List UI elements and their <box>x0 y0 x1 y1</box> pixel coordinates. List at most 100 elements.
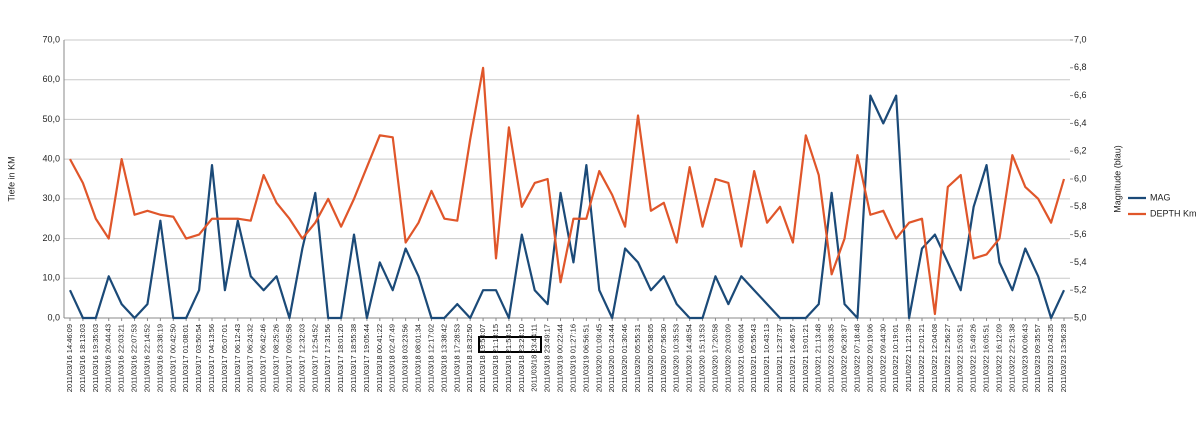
x-tick-label: 2011/03/20 14:48:54 <box>685 324 694 392</box>
x-tick-label: 2011/03/18 19:53:07 <box>478 324 487 392</box>
highlight-box <box>478 336 542 353</box>
x-tick-label: 2011/03/18 23:23:10 <box>517 324 526 392</box>
x-tick-label: 2011/03/16 22:14:52 <box>142 324 151 392</box>
x-tick-label: 2011/03/22 16:12:09 <box>994 324 1003 392</box>
x-tick-label: 2011/03/22 07:18:48 <box>852 324 861 392</box>
x-tick-label: 2011/03/17 18:55:38 <box>349 324 358 392</box>
y-tick-label: 60,0 <box>42 74 60 84</box>
y-tick-label: 40,0 <box>42 154 60 164</box>
x-tick-label: 2011/03/22 09:19:06 <box>865 324 874 392</box>
x-tick-label: 2011/03/16 23:38:19 <box>155 324 164 392</box>
y2-tick-label: 6,0 <box>1074 173 1087 183</box>
x-tick-label: 2011/03/20 05:58:05 <box>646 324 655 392</box>
x-tick-label: 2011/03/23 10:43:35 <box>1046 324 1055 392</box>
x-tick-label: 2011/03/17 12:54:52 <box>310 324 319 392</box>
x-tick-label: 2011/03/20 10:35:53 <box>672 324 681 392</box>
x-tick-label: 2011/03/22 15:03:51 <box>956 324 965 392</box>
x-tick-label: 2011/03/17 09:05:58 <box>284 324 293 392</box>
y-tick-label: 50,0 <box>42 114 60 124</box>
y-tick-label: 10,0 <box>42 273 60 283</box>
x-tick-label: 2011/03/18 02:47:49 <box>388 324 397 392</box>
legend-label: MAG <box>1150 192 1171 202</box>
y-tick-label: 30,0 <box>42 193 60 203</box>
x-tick-label: 2011/03/23 13:56:28 <box>1059 324 1068 392</box>
x-tick-label: 2011/03/22 11:21:39 <box>904 324 913 392</box>
x-tick-label: 2011/03/20 15:13:53 <box>698 324 707 392</box>
x-tick-label: 2011/03/17 06:12:43 <box>233 324 242 392</box>
x-tick-label: 2011/03/17 06:42:46 <box>259 324 268 392</box>
x-tick-label: 2011/03/19 01:27:16 <box>568 324 577 392</box>
x-tick-label: 2011/03/22 09:44:30 <box>878 324 887 392</box>
x-tick-label: 2011/03/18 17:28:53 <box>452 324 461 392</box>
x-tick-label: 2011/03/22 12:56:27 <box>943 324 952 392</box>
x-tick-label: 2011/03/17 08:25:26 <box>272 324 281 392</box>
x-tick-label: 2011/03/21 05:08:04 <box>736 324 745 392</box>
y2-tick-label: 7,0 <box>1074 34 1087 44</box>
x-tick-label: 2011/03/17 01:08:01 <box>181 324 190 392</box>
x-tick-label: 2011/03/17 03:50:54 <box>194 324 203 392</box>
x-tick-label: 2011/03/17 00:42:50 <box>168 324 177 392</box>
x-tick-label: 2011/03/16 22:03:21 <box>117 324 126 392</box>
y2-tick-label: 6,2 <box>1074 146 1087 156</box>
x-tick-label: 2011/03/17 17:31:56 <box>323 324 332 392</box>
y2-tick-label: 5,0 <box>1074 312 1087 322</box>
x-tick-label: 2011/03/23 00:06:43 <box>1020 324 1029 392</box>
y-tick-label: 0,0 <box>47 312 60 322</box>
series-line <box>69 66 1066 316</box>
x-tick-label: 2011/03/18 03:23:56 <box>401 324 410 392</box>
x-tick-label: 2011/03/21 12:37:37 <box>775 324 784 392</box>
y2-tick-label: 6,8 <box>1074 62 1087 72</box>
x-tick-label: 2011/03/19 06:56:51 <box>581 324 590 392</box>
x-tick-label: 2011/03/18 08:01:34 <box>414 324 423 392</box>
y2-tick-label: 6,6 <box>1074 90 1087 100</box>
x-tick-label: 2011/03/18 23:49:17 <box>543 324 552 392</box>
y2-tick-label: 6,4 <box>1074 118 1087 128</box>
x-tick-label: 2011/03/18 21:58:15 <box>504 324 513 392</box>
x-tick-label: 2011/03/21 10:43:13 <box>762 324 771 392</box>
x-tick-label: 2011/03/20 05:55:31 <box>633 324 642 392</box>
y2-axis-title: Magnitude (blau) <box>1112 145 1122 213</box>
x-tick-label: 2011/03/22 16:05:51 <box>982 324 991 392</box>
x-tick-label: 2011/03/22 12:01:21 <box>917 324 926 392</box>
x-tick-label: 2011/03/22 06:28:37 <box>840 324 849 392</box>
series-line <box>69 94 1065 320</box>
x-tick-label: 2011/03/22 15:49:26 <box>969 324 978 392</box>
x-tick-label: 2011/03/17 12:32:03 <box>297 324 306 392</box>
x-tick-label: 2011/03/16 20:44:43 <box>104 324 113 392</box>
x-tick-label: 2011/03/20 01:09:45 <box>594 324 603 392</box>
x-tick-label: 2011/03/19 00:22:44 <box>556 324 565 392</box>
y-tick-label: 20,0 <box>42 233 60 243</box>
x-tick-label: 2011/03/18 21:18:15 <box>491 324 500 392</box>
x-tick-label: 2011/03/20 20:03:09 <box>723 324 732 392</box>
x-tick-label: 2011/03/23 09:35:57 <box>1033 324 1042 392</box>
x-tick-label: 2011/03/17 05:07:01 <box>220 324 229 392</box>
x-tick-label: 2011/03/16 14:46:09 <box>65 324 74 392</box>
x-tick-label: 2011/03/18 18:32:50 <box>465 324 474 392</box>
x-tick-label: 2011/03/16 18:13:03 <box>78 324 87 392</box>
y2-tick-label: 5,6 <box>1074 229 1087 239</box>
x-tick-label: 2011/03/20 07:56:30 <box>659 324 668 392</box>
y2-tick-label: 5,8 <box>1074 201 1087 211</box>
x-tick-label: 2011/03/16 22:07:53 <box>130 324 139 392</box>
x-tick-label: 2011/03/20 17:20:58 <box>710 324 719 392</box>
x-tick-label: 2011/03/22 22:51:38 <box>1007 324 1016 392</box>
x-tick-label: 2011/03/21 19:01:21 <box>801 324 810 392</box>
x-tick-label: 2011/03/18 13:38:42 <box>439 324 448 392</box>
x-tick-label: 2011/03/21 05:55:43 <box>749 324 758 392</box>
x-tick-label: 2011/03/22 12:04:08 <box>930 324 939 392</box>
x-tick-label: 2011/03/20 01:30:46 <box>620 324 629 392</box>
y-tick-label: 70,0 <box>42 34 60 44</box>
x-tick-label: 2011/03/18 12:17:02 <box>426 324 435 392</box>
x-tick-label: 2011/03/16 19:35:03 <box>91 324 100 392</box>
x-tick-label: 2011/03/17 04:13:56 <box>207 324 216 392</box>
legend-label: DEPTH Km <box>1150 208 1197 218</box>
x-tick-label: 2011/03/18 23:44:11 <box>530 324 539 392</box>
x-tick-label: 2011/03/21 16:46:57 <box>788 324 797 392</box>
x-tick-label: 2011/03/17 19:05:44 <box>362 324 371 392</box>
x-tick-label: 2011/03/21 21:13:48 <box>814 324 823 392</box>
x-tick-label: 2011/03/18 00:41:22 <box>375 324 384 392</box>
y2-tick-label: 5,4 <box>1074 257 1087 267</box>
x-tick-label: 2011/03/22 03:38:35 <box>827 324 836 392</box>
x-tick-label: 2011/03/20 01:24:44 <box>607 324 616 392</box>
